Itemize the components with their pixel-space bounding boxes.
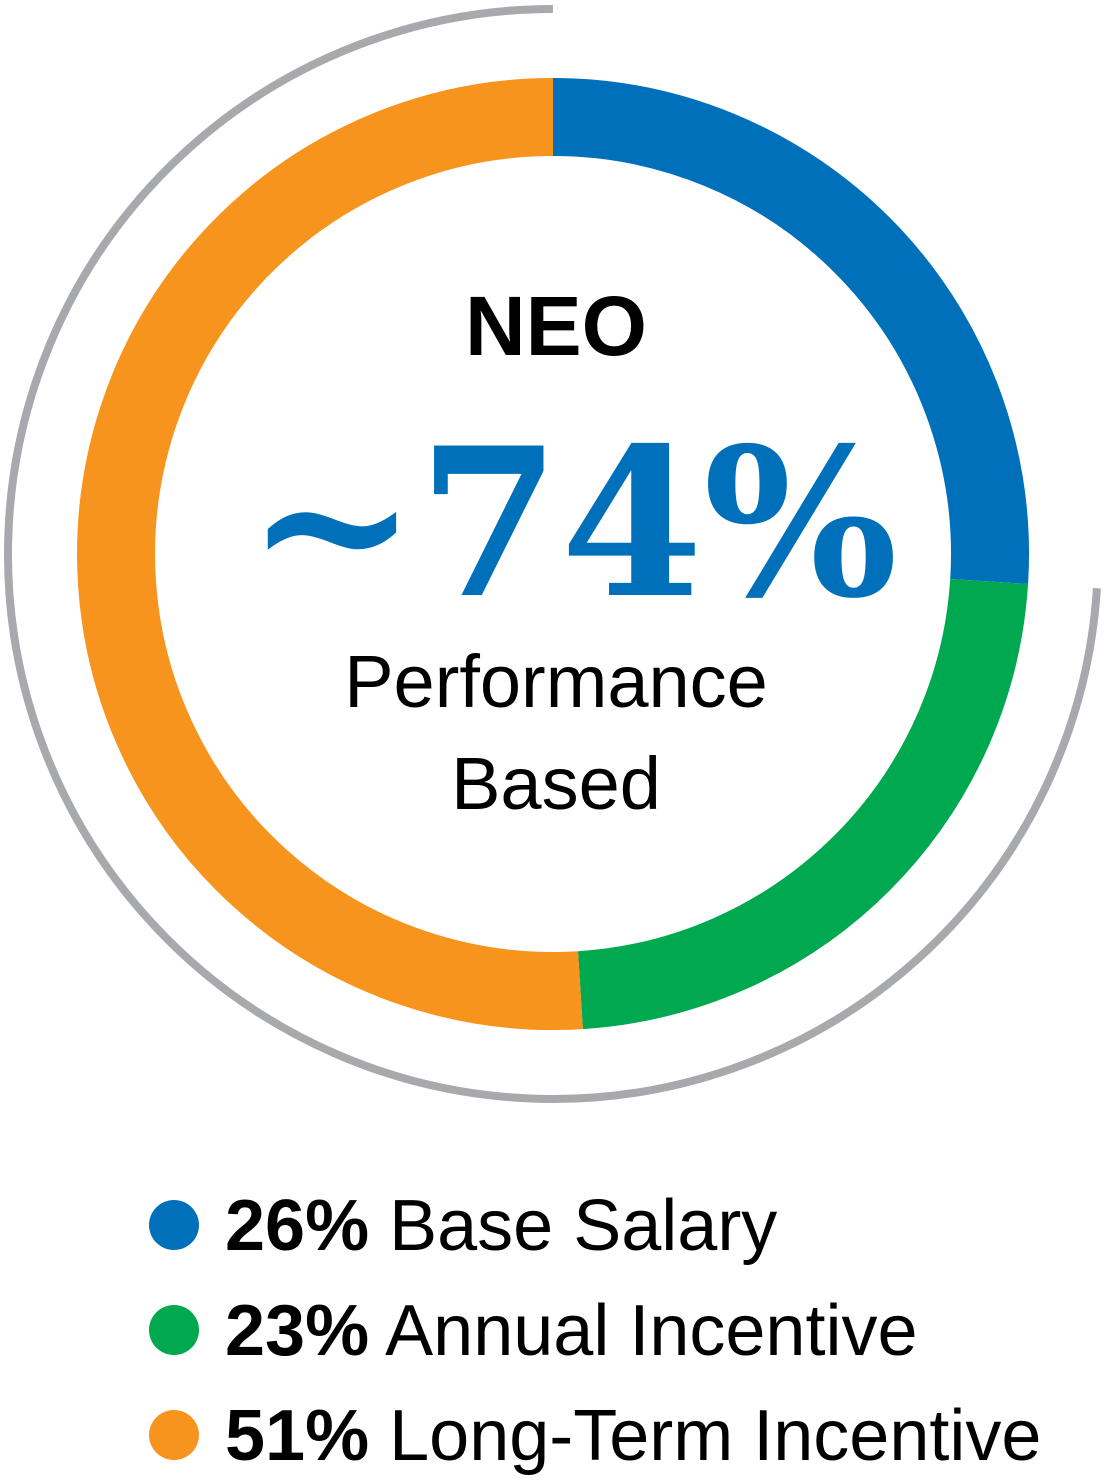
- legend-label-base-salary: Base Salary: [369, 1186, 777, 1266]
- outer-arc: [4, 5, 1101, 1103]
- slice-annual-incentive: [577, 578, 1029, 1030]
- legend-label-long-term-incentive: Long-Term Incentive: [369, 1396, 1041, 1476]
- legend-item-long-term-incentive: 51% Long-Term Incentive: [225, 1396, 1041, 1476]
- legend-marker-annual-incentive: [149, 1305, 199, 1355]
- legend-value-base-salary: 26%: [225, 1186, 369, 1266]
- legend-item-base-salary: 26% Base Salary: [225, 1186, 777, 1266]
- legend-value-long-term-incentive: 51%: [225, 1396, 369, 1476]
- performance-based-arc: [4, 5, 1101, 1103]
- legend-label-annual-incentive: Annual Incentive: [369, 1291, 917, 1371]
- center-caption-line1: Performance: [344, 640, 768, 723]
- center-label-group: NEO ~74% Performance Based: [246, 279, 898, 825]
- donut-ring: [77, 78, 1029, 1030]
- center-caption-line2: Based: [451, 742, 661, 825]
- legend-marker-base-salary: [149, 1200, 199, 1250]
- legend-value-annual-incentive: 23%: [225, 1291, 369, 1371]
- center-title: NEO: [465, 279, 647, 373]
- slice-long-term-incentive: [77, 78, 583, 1030]
- legend-marker-long-term-incentive: [149, 1410, 199, 1460]
- center-value: ~74%: [246, 404, 898, 644]
- slice-base-salary: [552, 78, 1029, 584]
- legend-item-annual-incentive: 23% Annual Incentive: [225, 1291, 918, 1371]
